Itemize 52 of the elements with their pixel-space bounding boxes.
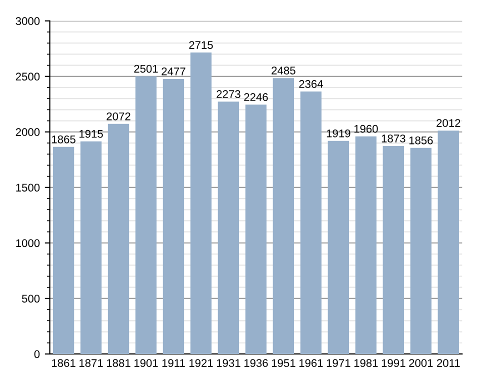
bar <box>245 104 267 354</box>
data-label: 1865 <box>52 135 76 144</box>
x-tick-label: 1951 <box>272 359 296 367</box>
y-tick-label: 3000 <box>16 17 40 26</box>
x-tick-label: 1881 <box>106 359 130 367</box>
data-label: 2501 <box>134 64 158 73</box>
y-tick-label: 1000 <box>16 239 40 248</box>
y-tick-label: 500 <box>22 294 40 303</box>
data-label: 2246 <box>244 93 268 102</box>
bar <box>300 92 322 354</box>
data-label: 2072 <box>106 112 130 120</box>
bar <box>80 141 102 354</box>
data-label: 2012 <box>436 119 460 127</box>
x-tick-label: 2011 <box>437 359 460 367</box>
data-label: 2485 <box>272 66 296 74</box>
bar <box>108 124 130 354</box>
data-label: 2477 <box>162 68 186 76</box>
bar <box>218 102 240 354</box>
x-tick-label: 2001 <box>409 359 433 367</box>
bar <box>272 78 294 354</box>
y-tick-label: 2500 <box>16 72 40 81</box>
x-tick-label: 1911 <box>162 359 185 367</box>
x-tick-label: 1921 <box>189 359 213 367</box>
data-label: 1856 <box>409 136 433 144</box>
x-tick-label: 1861 <box>52 359 76 367</box>
data-label: 1915 <box>80 130 103 138</box>
bar <box>52 146 74 354</box>
data-label: 1919 <box>326 129 350 138</box>
x-tick-label: 1971 <box>326 359 350 367</box>
x-tick-label: 1871 <box>80 359 103 367</box>
bar <box>135 76 157 354</box>
bar <box>382 146 404 354</box>
x-tick-label: 1991 <box>382 359 406 367</box>
bar <box>190 52 212 354</box>
y-tick-label: 0 <box>34 350 40 358</box>
y-tick-label: 2000 <box>16 128 40 136</box>
y-tick-label: 1500 <box>16 184 40 192</box>
x-tick-label: 1961 <box>299 359 323 367</box>
data-label: 2364 <box>299 80 323 88</box>
x-tick-label: 1931 <box>216 359 240 367</box>
x-tick-label: 1901 <box>134 359 158 367</box>
data-label: 2273 <box>216 90 240 98</box>
x-tick-label: 1981 <box>354 359 378 367</box>
data-label: 1960 <box>354 124 378 133</box>
bar <box>410 148 432 354</box>
data-label: 1873 <box>382 134 406 142</box>
data-label: 2715 <box>189 41 213 49</box>
x-tick-label: 1936 <box>244 359 268 367</box>
bar <box>162 78 184 354</box>
bar <box>355 136 377 354</box>
bar <box>328 140 350 354</box>
bar <box>438 130 459 354</box>
